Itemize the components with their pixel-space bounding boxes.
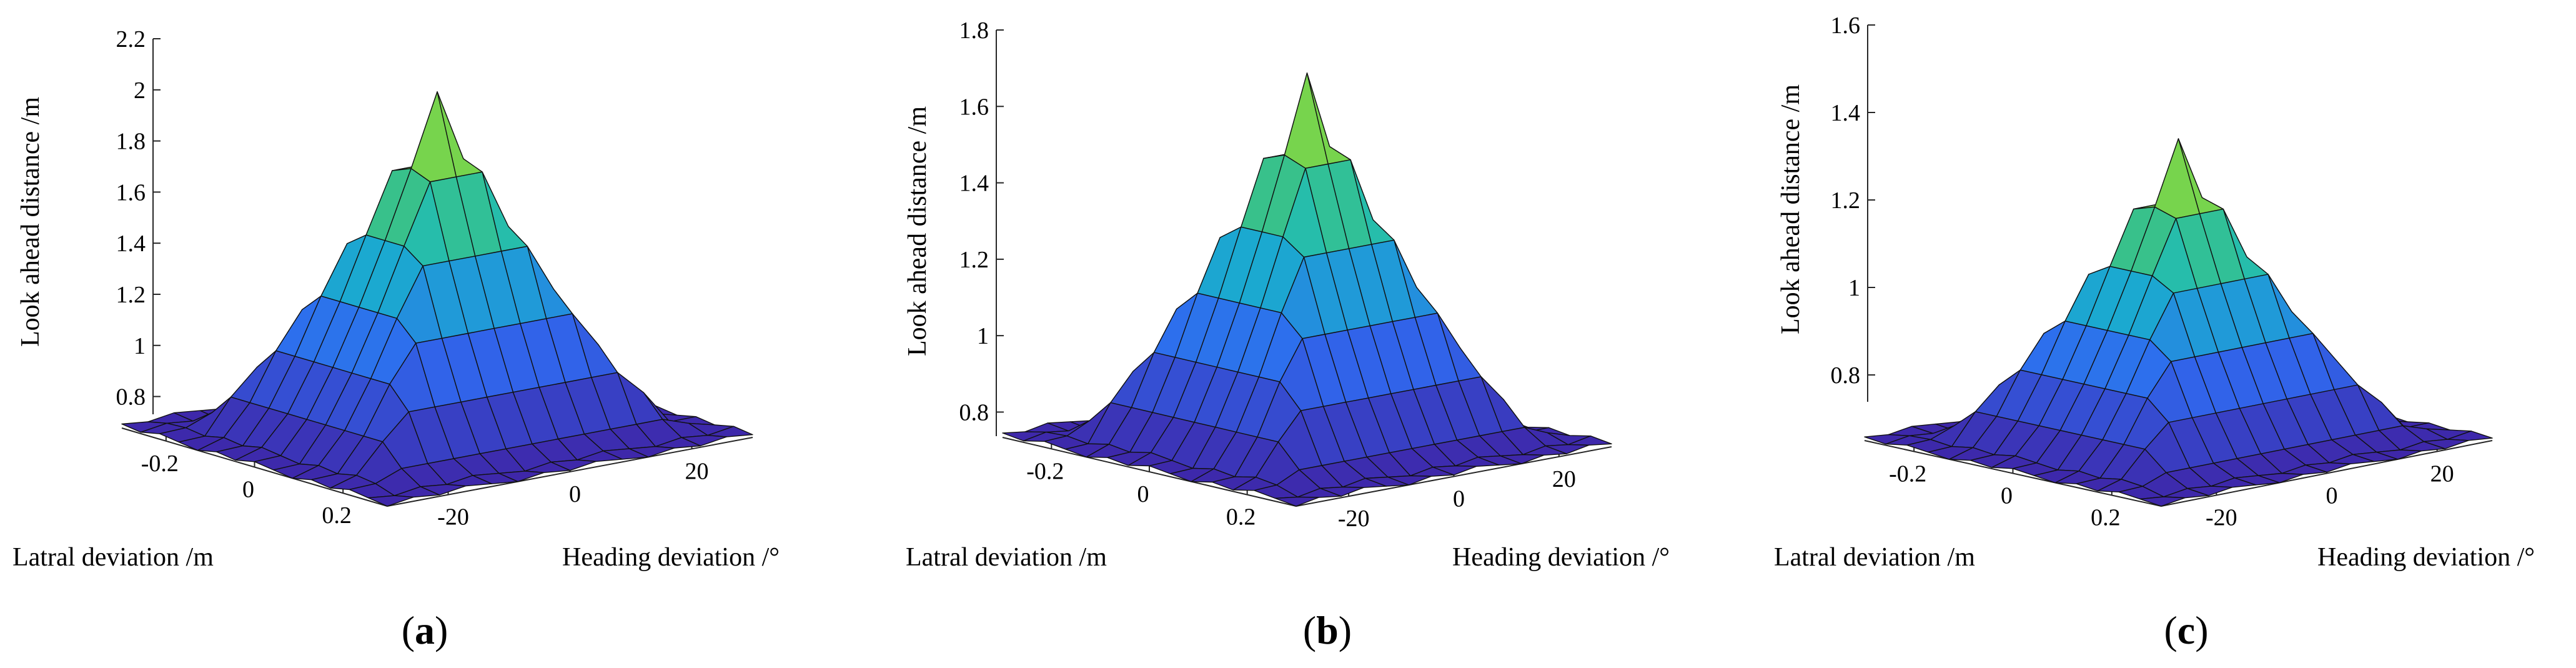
z-tick-label: 1.8 bbox=[116, 129, 146, 155]
chart-panel-b: 0.8 1 1.2 1.4 1.6 1.8 -0.2 0 0.2 -20 0 20 Look ahead… bbox=[903, 17, 1670, 652]
lateral-tick-label: 0 bbox=[2001, 483, 2013, 509]
surface-patch bbox=[367, 495, 414, 507]
z-tick-label: 1.4 bbox=[959, 171, 989, 197]
panel-label-letter: a bbox=[415, 608, 435, 652]
panel-label: (c) bbox=[2164, 608, 2208, 652]
lateral-tick-label: -0.2 bbox=[141, 451, 179, 477]
panel-label-open: ( bbox=[1303, 608, 1316, 652]
z-tick-label: 1.6 bbox=[1831, 12, 1861, 39]
heading-tick-label: 20 bbox=[685, 458, 709, 484]
panel-label: (b) bbox=[1303, 608, 1352, 652]
z-tick-label: 1 bbox=[1848, 275, 1860, 301]
panel-label: (a) bbox=[402, 608, 448, 652]
chart-panel-a: 0.8 1 1.2 1.4 1.6 1.8 2 2.2 -0.2 0 0.2 -20 0 20 Look a… bbox=[12, 26, 780, 652]
lateral-tick-label: 0 bbox=[242, 477, 254, 503]
lateral-axis-label: Latral deviation /m bbox=[1774, 543, 1975, 572]
z-tick-label: 1.2 bbox=[1831, 187, 1861, 214]
lateral-axis-label: Latral deviation /m bbox=[906, 543, 1107, 572]
lateral-axis-label: Latral deviation /m bbox=[12, 543, 214, 572]
z-tick-label: 1.6 bbox=[959, 94, 989, 120]
z-tick-label: 0.8 bbox=[1831, 362, 1861, 389]
lateral-tick-label: 0.2 bbox=[322, 502, 352, 529]
z-axis-label: Look ahead distance /m bbox=[1776, 84, 1805, 334]
lateral-tick-label: -0.2 bbox=[1026, 458, 1064, 484]
panel-label-letter: b bbox=[1316, 608, 1339, 652]
heading-tick-label: -20 bbox=[437, 504, 469, 531]
heading-tick-label: -20 bbox=[1338, 506, 1370, 532]
surface bbox=[121, 91, 753, 507]
z-axis-label: Look ahead distance /m bbox=[16, 97, 45, 347]
heading-tick-label: -20 bbox=[2206, 505, 2237, 531]
z-tick-label: 0.8 bbox=[116, 384, 146, 411]
panel-label-open: ( bbox=[402, 608, 415, 652]
z-tick-label: 1 bbox=[977, 323, 989, 349]
heading-tick-label: 20 bbox=[1552, 466, 1576, 492]
panel-label-close: ) bbox=[435, 608, 448, 652]
heading-axis-label: Heading deviation /° bbox=[2317, 543, 2535, 572]
panel-label-close: ) bbox=[1339, 608, 1352, 652]
z-tick-label: 2 bbox=[134, 77, 146, 104]
heading-tick-label: 0 bbox=[569, 481, 581, 507]
panel-label-letter: c bbox=[2177, 608, 2195, 652]
lateral-tick-label: 0.2 bbox=[2091, 505, 2121, 531]
z-tick-label: 1.6 bbox=[116, 179, 146, 206]
panel-label-close: ) bbox=[2195, 608, 2208, 652]
z-tick-label: 1.2 bbox=[959, 247, 989, 273]
heading-axis-label: Heading deviation /° bbox=[1452, 543, 1670, 572]
surface bbox=[1864, 138, 2493, 507]
z-tick-label: 1.8 bbox=[959, 17, 989, 44]
surface-patch bbox=[2139, 496, 2186, 507]
heading-axis-label: Heading deviation /° bbox=[562, 543, 780, 572]
heading-tick-label: 20 bbox=[2430, 461, 2454, 487]
z-tick-label: 1.4 bbox=[1831, 100, 1861, 126]
heading-tick-label: 0 bbox=[1453, 486, 1465, 512]
z-tick-label: 0.8 bbox=[959, 399, 989, 426]
lateral-tick-label: -0.2 bbox=[1889, 461, 1926, 487]
lateral-tick-label: 0 bbox=[1137, 481, 1149, 507]
z-axis-label: Look ahead distance /m bbox=[903, 106, 932, 356]
surface-patch bbox=[1274, 496, 1319, 507]
z-tick-label: 1.2 bbox=[116, 282, 146, 308]
heading-tick-label: 0 bbox=[2326, 483, 2338, 509]
z-tick-label: 2.2 bbox=[116, 26, 146, 52]
surface bbox=[1002, 72, 1612, 507]
chart-panel-c: 0.8 1 1.2 1.4 1.6 -0.2 0 0.2 -20 0 20 Look ahead di… bbox=[1774, 12, 2535, 652]
panel-label-open: ( bbox=[2164, 608, 2177, 652]
z-tick-label: 1.4 bbox=[116, 231, 146, 257]
z-tick-label: 1 bbox=[134, 333, 146, 359]
lateral-tick-label: 0.2 bbox=[1226, 504, 1256, 531]
